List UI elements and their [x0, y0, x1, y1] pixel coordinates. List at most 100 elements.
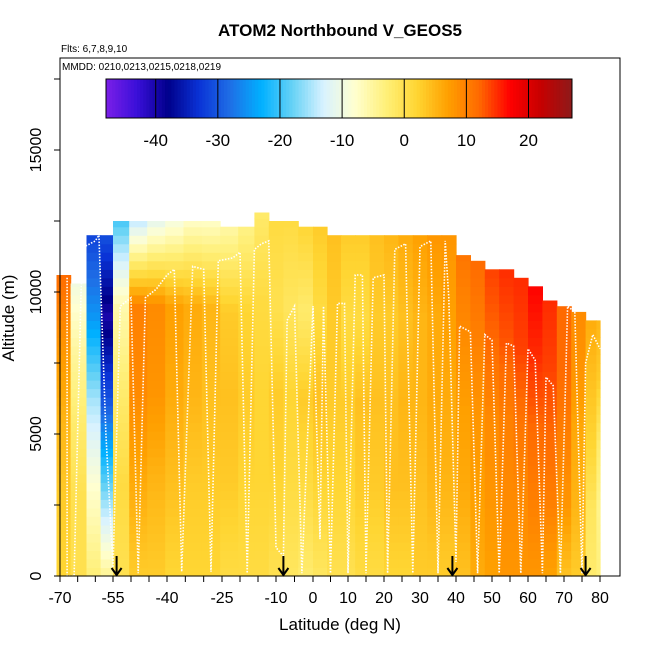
heatmap-cell [183, 380, 203, 390]
heatmap-cell [470, 286, 486, 296]
heatmap-cell [183, 320, 203, 330]
chart-title: ATOM2 Northbound V_GEOS5 [218, 21, 462, 40]
heatmap-cell [327, 303, 342, 313]
heatmap-cell [268, 269, 284, 279]
heatmap-cell [355, 567, 371, 577]
heatmap-cell [283, 541, 299, 551]
heatmap-cell [441, 252, 457, 262]
heatmap-cell [238, 235, 255, 245]
heatmap-cell [596, 397, 601, 407]
heatmap-cell [165, 541, 185, 551]
heatmap-cell [238, 541, 255, 551]
heatmap-cell [56, 516, 72, 526]
heatmap-cell [441, 499, 457, 509]
heatmap-cell [513, 388, 529, 398]
heatmap-cell [298, 337, 314, 347]
colorbar-swatch [261, 79, 265, 118]
heatmap-cell [313, 311, 328, 321]
colorbar-swatch [236, 79, 241, 118]
heatmap-cell [513, 294, 529, 304]
heatmap-cell [165, 465, 185, 475]
heatmap-cell [327, 320, 342, 330]
heatmap-cell [183, 252, 203, 262]
heatmap-cell [585, 354, 597, 364]
heatmap-cell [183, 414, 203, 424]
heatmap-cell [183, 286, 203, 296]
heatmap-cell [268, 422, 284, 432]
heatmap-cell [268, 260, 284, 270]
heatmap-cell [86, 473, 102, 483]
heatmap-cell [201, 320, 221, 330]
heatmap-cell [220, 550, 239, 560]
heatmap-cell [398, 431, 414, 441]
heatmap-cell [86, 524, 102, 534]
heatmap-cell [596, 448, 601, 458]
colorbar-swatch [220, 79, 225, 118]
heatmap-cell [571, 524, 587, 534]
heatmap-cell [201, 456, 221, 466]
heatmap-cell [129, 397, 148, 407]
heatmap-cell [113, 397, 130, 407]
heatmap-cell [283, 559, 299, 569]
heatmap-cell [369, 482, 385, 492]
colorbar-swatch [339, 79, 343, 118]
heatmap-cell [56, 346, 72, 356]
heatmap-cell [542, 388, 558, 398]
colorbar-swatch [450, 79, 455, 118]
heatmap-cell [542, 490, 558, 500]
y-tick-label: 10000 [28, 270, 45, 315]
heatmap-cell [113, 431, 130, 441]
heatmap-cell [165, 235, 185, 245]
heatmap-cell [484, 337, 500, 347]
colorbar-swatch [419, 79, 424, 118]
heatmap-cell [56, 363, 72, 373]
heatmap-cell [556, 516, 572, 526]
heatmap-cell [129, 465, 148, 475]
heatmap-cell [427, 533, 443, 543]
heatmap-cell [70, 286, 88, 296]
heatmap-cell [398, 346, 414, 356]
heatmap-cell [398, 397, 414, 407]
heatmap-cell [384, 482, 399, 492]
heatmap-cell [313, 235, 328, 245]
heatmap-cell [441, 448, 457, 458]
heatmap-cell [201, 277, 221, 287]
heatmap-cell [283, 405, 299, 415]
heatmap-cell [427, 363, 443, 373]
heatmap-cell [427, 499, 443, 509]
heatmap-cell [499, 277, 515, 287]
heatmap-cell [412, 320, 428, 330]
heatmap-cell [528, 499, 543, 509]
heatmap-cell [165, 243, 185, 253]
heatmap-cell [369, 422, 385, 432]
heatmap-cell [129, 252, 148, 262]
heatmap-cell [556, 456, 572, 466]
colorbar-swatch [537, 79, 542, 118]
heatmap-cell [456, 371, 471, 381]
heatmap-cell [70, 397, 88, 407]
heatmap-cell [355, 473, 371, 483]
heatmap-cell [542, 300, 558, 304]
heatmap-cell [528, 490, 543, 500]
heatmap-cell [100, 541, 114, 551]
colorbar-swatch [534, 79, 539, 118]
colorbar-swatch [388, 79, 393, 118]
heatmap-cell [327, 346, 342, 356]
heatmap-cell [542, 303, 558, 313]
heatmap-cell [369, 405, 385, 415]
heatmap-cell [384, 303, 399, 313]
heatmap-cell [165, 363, 185, 373]
heatmap-cell [499, 320, 515, 330]
heatmap-cell [238, 346, 255, 356]
heatmap-cell [70, 328, 88, 338]
heatmap-cell [585, 516, 597, 526]
heatmap-cell [513, 482, 529, 492]
heatmap-cell [220, 303, 239, 313]
heatmap-cell [165, 550, 185, 560]
heatmap-cell [341, 363, 356, 373]
heatmap-cell [86, 286, 102, 296]
heatmap-cell [341, 303, 356, 313]
heatmap-cell [470, 371, 486, 381]
heatmap-cell [528, 559, 543, 569]
heatmap-cell [542, 414, 558, 424]
